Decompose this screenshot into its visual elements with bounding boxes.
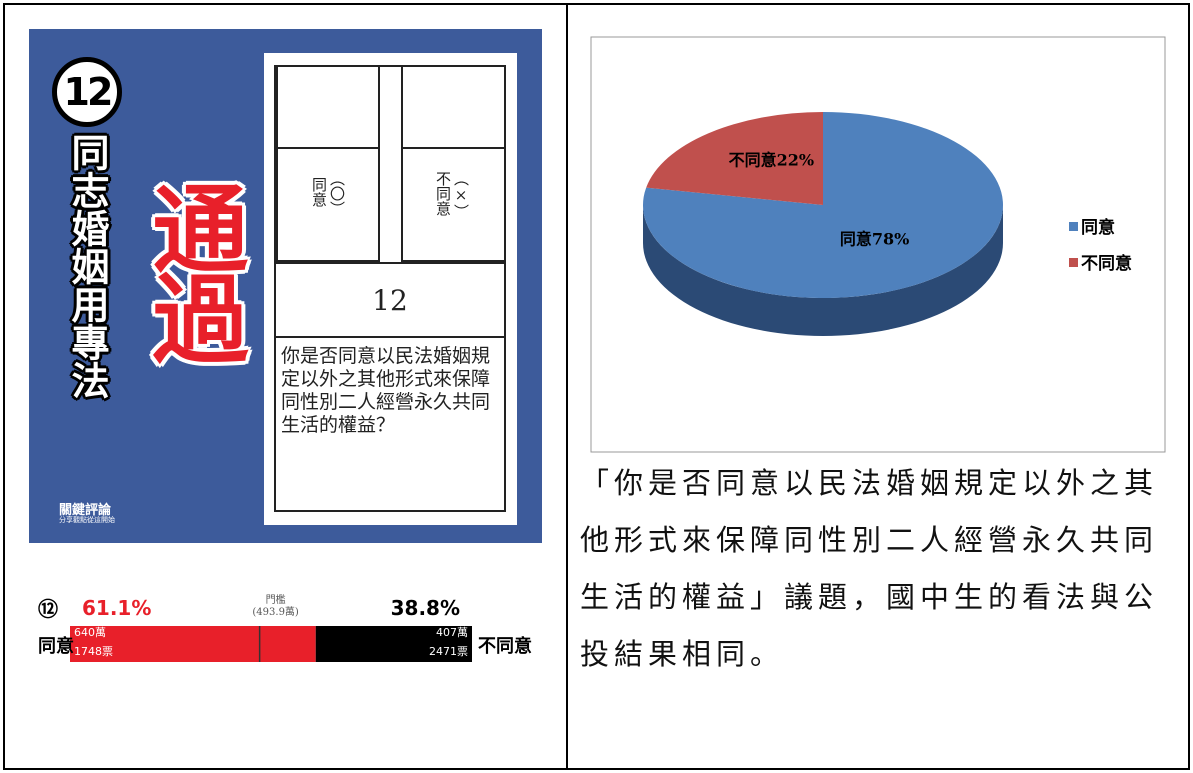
bar-segment xyxy=(315,626,472,662)
legend-label: 同意 xyxy=(1081,217,1115,238)
value-label: 407萬 xyxy=(436,626,468,639)
poster-title: 同志婚姻用專法 xyxy=(65,133,109,399)
ballot-box xyxy=(401,65,506,262)
pie-side xyxy=(643,205,1003,336)
poster: 12 同志婚姻用專法 通過 同意 （〇） 不同意 （×） 12 你是否同意以民法… xyxy=(29,29,542,543)
poster-number: 12 xyxy=(52,57,122,127)
ballot-box xyxy=(276,65,380,262)
percent-label: 38.8% xyxy=(391,596,460,620)
table-border xyxy=(3,3,1190,770)
ballot-disagree-mark: （×） xyxy=(452,171,470,219)
pie-slice xyxy=(646,112,823,205)
value-label: 640萬 xyxy=(74,626,106,639)
legend-swatch xyxy=(1069,222,1078,231)
ballot-number: 12 xyxy=(372,284,408,317)
poster-stamp: 通過 xyxy=(136,179,248,359)
ballot-question: 你是否同意以民法婚姻規定以外之其他形式來保障同性別二人經營永久共同生活的權益？ xyxy=(281,345,491,436)
legend-label: 不同意 xyxy=(1081,253,1132,274)
vote-label: 1748票 xyxy=(74,645,113,658)
tagline: 分享觀點從這開始 xyxy=(59,516,115,524)
legend-swatch xyxy=(1069,258,1078,267)
ballot-agree: 同意 xyxy=(310,177,328,207)
threshold-title: 門檻 xyxy=(266,593,286,606)
slice-label: 同意78% xyxy=(840,229,909,248)
slice-label: 不同意22% xyxy=(729,151,814,170)
ballot-line xyxy=(401,147,506,149)
ballot-number-box xyxy=(274,262,506,338)
category-label: 同意 xyxy=(38,635,74,657)
paragraph: 「你是否同意以民法婚姻規定以外之其他形式來保障同性別二人經營永久共同生活的權益」… xyxy=(580,466,1159,671)
vote-label: 2471票 xyxy=(429,645,468,658)
bar-segment xyxy=(70,626,316,662)
ballot-agree-mark: （〇） xyxy=(328,171,346,216)
chart-number: ⑫ xyxy=(38,597,58,621)
ballot-line xyxy=(276,147,380,149)
logo: 關鍵評論 xyxy=(59,503,112,518)
threshold-label: (493.9萬) xyxy=(252,605,299,618)
percent-label: 61.1% xyxy=(82,596,151,620)
ballot-disagree: 不同意 xyxy=(434,171,452,216)
pie-slice xyxy=(643,112,1003,299)
category-label: 不同意 xyxy=(478,635,532,657)
ballot: 同意 （〇） 不同意 （×） 12 你是否同意以民法婚姻規定以外之其他形式來保障… xyxy=(264,53,517,525)
